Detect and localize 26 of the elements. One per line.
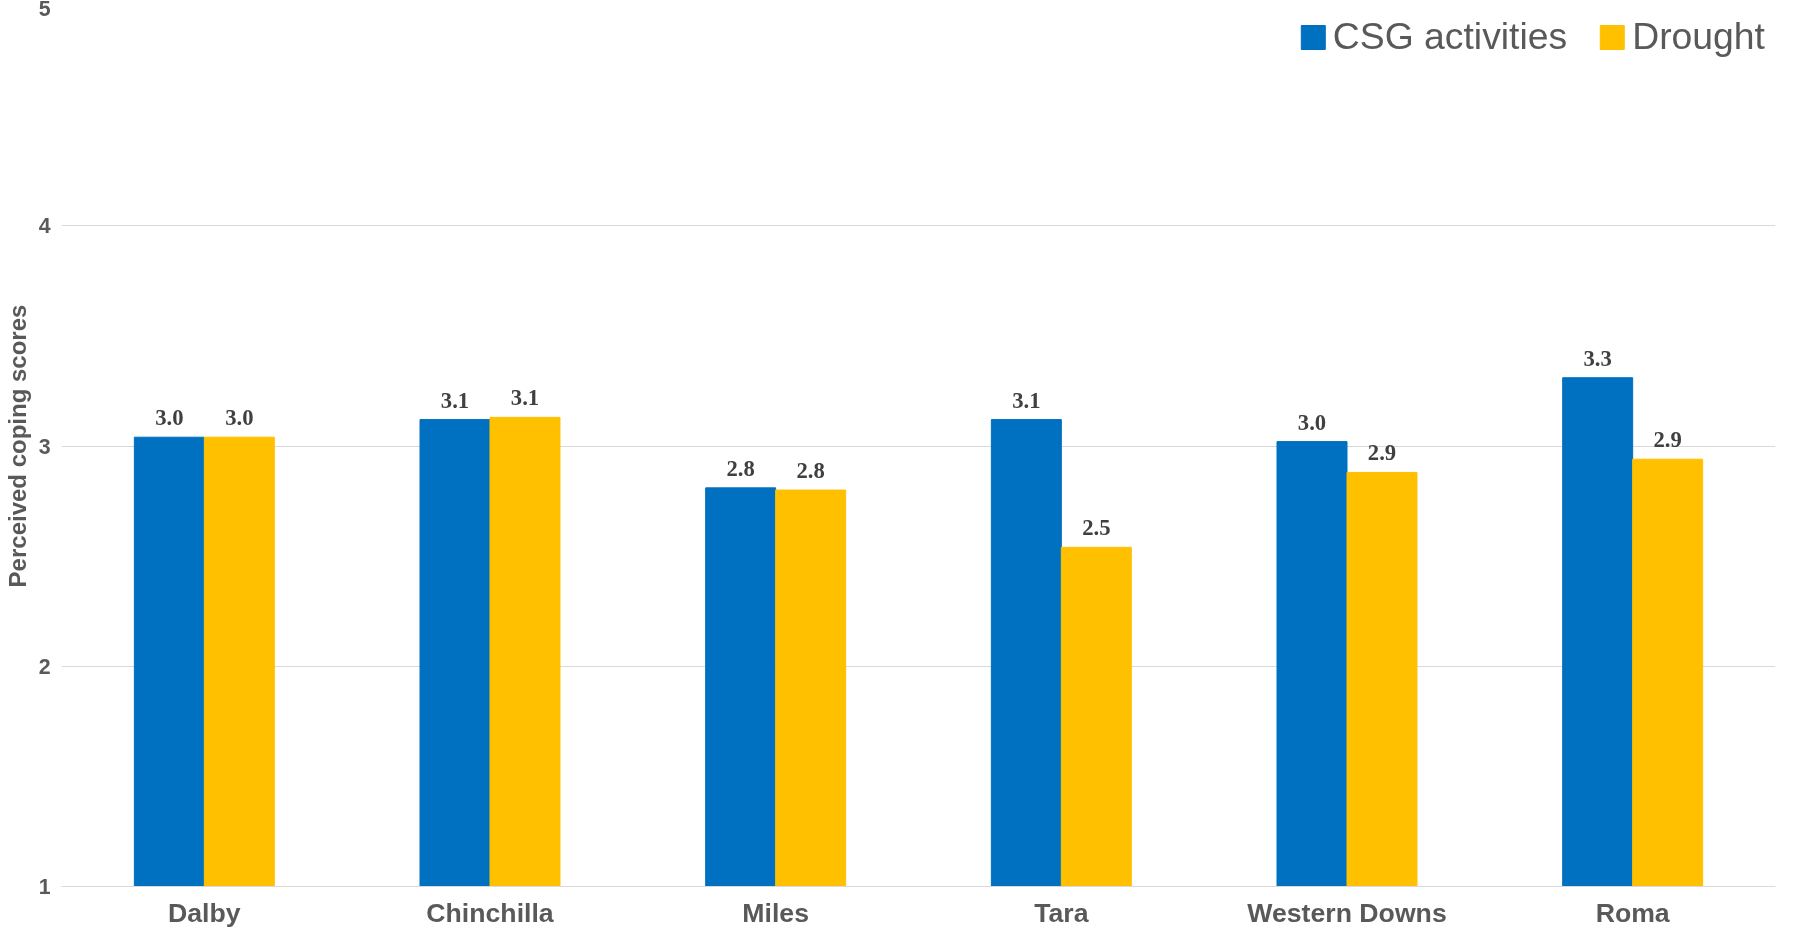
data-label: 2.9 [1653, 427, 1682, 453]
data-label: 3.1 [1012, 387, 1041, 413]
y-tick-label: 2 [38, 654, 51, 679]
data-label: 3.1 [440, 387, 470, 413]
legend-label: CSG activities [1332, 15, 1568, 58]
data-label: 3.1 [510, 385, 540, 411]
data-label: 2.5 [1082, 515, 1111, 541]
data-label: 3.0 [225, 405, 254, 431]
x-tick-label: Western Downs [1247, 897, 1447, 928]
x-tick-label: Dalby [168, 897, 241, 928]
data-label: 3.0 [1297, 409, 1327, 435]
y-tick-label: 1 [38, 875, 51, 899]
y-tick-label: 3 [38, 434, 51, 459]
y-tick-label: 5 [38, 0, 51, 21]
data-label: 3.3 [1583, 345, 1612, 371]
data-label: 2.8 [726, 455, 755, 481]
x-tick-label: Miles [742, 897, 810, 928]
data-label: 3.0 [155, 405, 184, 431]
legend-label: Drought [1632, 15, 1765, 58]
data-label: 2.8 [796, 458, 825, 484]
x-tick-label: Chinchilla [426, 897, 554, 928]
x-tick-label: Tara [1034, 897, 1089, 928]
x-tick-label: Roma [1595, 897, 1670, 928]
y-axis-title: Perceived coping scores [3, 304, 31, 588]
y-tick-label: 4 [38, 214, 51, 239]
data-label: 2.9 [1367, 440, 1397, 466]
